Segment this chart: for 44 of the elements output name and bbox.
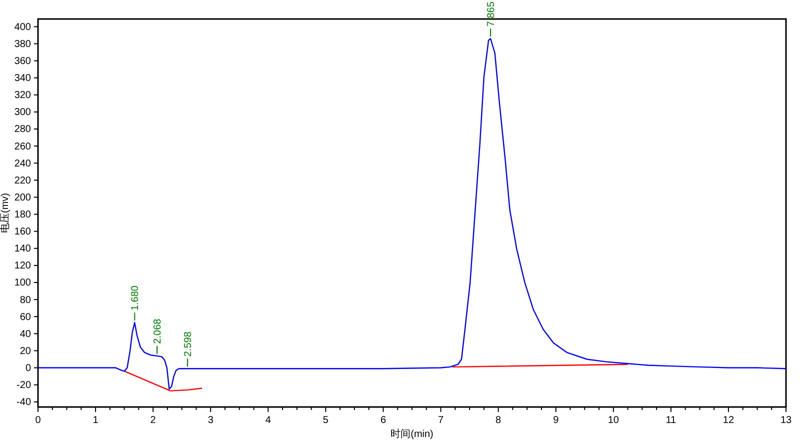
y-tick-label: 220 bbox=[14, 175, 32, 186]
x-tick-label: 12 bbox=[722, 415, 734, 426]
y-tick-label: 260 bbox=[14, 141, 32, 152]
y-tick-label: 40 bbox=[20, 328, 32, 340]
annotation: 2.068 bbox=[152, 318, 164, 344]
annotation: 2.598 bbox=[182, 331, 194, 357]
x-axis-title: 时间(min) bbox=[390, 428, 434, 440]
y-tick-label: 100 bbox=[14, 278, 32, 289]
y-tick-label: 400 bbox=[14, 22, 32, 33]
y-tick-label: 80 bbox=[20, 294, 32, 306]
y-tick-label: 120 bbox=[14, 260, 32, 272]
y-tick-label: 320 bbox=[14, 90, 32, 102]
y-tick-label: 200 bbox=[14, 192, 32, 204]
x-tick-label: 4 bbox=[265, 415, 272, 426]
y-tick-label: 340 bbox=[14, 73, 32, 84]
x-tick-label: 5 bbox=[322, 415, 329, 426]
y-tick-label: 0 bbox=[25, 362, 32, 374]
y-tick-label: 280 bbox=[14, 124, 32, 136]
x-tick-label: 0 bbox=[35, 415, 42, 426]
y-tick-label: 140 bbox=[14, 244, 32, 255]
y-axis-title: 电压(mv) bbox=[0, 193, 11, 233]
y-tick-label: 20 bbox=[20, 346, 32, 357]
x-tick-label: 6 bbox=[380, 415, 386, 426]
y-tick-label: -20 bbox=[16, 380, 32, 392]
x-tick-label: 13 bbox=[780, 415, 792, 426]
y-tick-label: 300 bbox=[14, 107, 32, 118]
y-tick-label: 60 bbox=[20, 312, 32, 323]
y-tick-label: 360 bbox=[14, 56, 32, 67]
x-tick-label: 3 bbox=[208, 415, 214, 426]
x-tick-label: 10 bbox=[608, 415, 620, 426]
y-tick-label: 380 bbox=[14, 38, 32, 50]
x-tick-label: 7 bbox=[438, 415, 444, 426]
y-tick-label: 180 bbox=[14, 209, 32, 220]
x-tick-label: 2 bbox=[150, 415, 156, 426]
y-tick-label: -40 bbox=[16, 397, 32, 408]
x-tick-label: 9 bbox=[553, 415, 560, 426]
x-tick-label: 1 bbox=[92, 415, 99, 426]
line-series bbox=[37, 38, 787, 390]
y-tick-label: 160 bbox=[14, 226, 32, 238]
y-tick-label: 240 bbox=[14, 158, 32, 170]
annotation: 1.680 bbox=[130, 285, 142, 311]
x-tick-label: 8 bbox=[496, 415, 502, 426]
x-tick-label: 11 bbox=[666, 415, 677, 426]
annotation: 7.865 bbox=[486, 1, 498, 27]
